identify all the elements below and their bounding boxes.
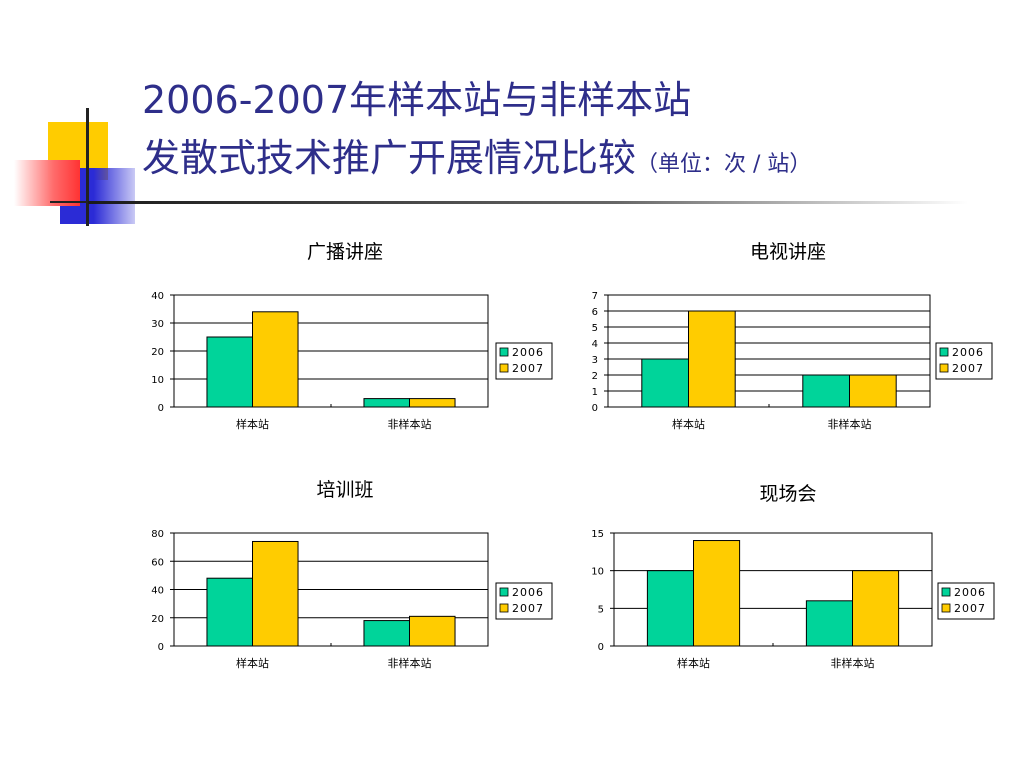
x-category-label: 样本站 bbox=[236, 417, 269, 431]
x-category-label: 样本站 bbox=[672, 417, 705, 431]
y-tick-label: 40 bbox=[151, 586, 164, 597]
y-tick-label: 60 bbox=[151, 557, 164, 568]
y-tick-label: 4 bbox=[592, 339, 598, 350]
y-tick-label: 20 bbox=[151, 614, 164, 625]
legend-label: 2007 bbox=[512, 362, 544, 375]
chart-title: 广播讲座 bbox=[307, 241, 383, 263]
bar-2007 bbox=[409, 615, 456, 647]
y-tick-label: 20 bbox=[151, 347, 164, 358]
x-category-label: 非样本站 bbox=[388, 656, 432, 670]
y-tick-label: 15 bbox=[591, 529, 604, 540]
y-tick-label: 10 bbox=[591, 567, 604, 578]
legend-label: 2006 bbox=[954, 586, 986, 599]
legend-swatch-2006 bbox=[499, 347, 509, 357]
legend-swatch-2007 bbox=[941, 603, 951, 613]
legend-swatch-2007 bbox=[499, 603, 509, 613]
bar-2006 bbox=[805, 600, 853, 647]
y-tick-label: 7 bbox=[592, 291, 598, 302]
legend-label: 2006 bbox=[952, 346, 984, 359]
bar-2006 bbox=[363, 398, 410, 408]
page-title-line1: 2006-2007年样本站与非样本站 bbox=[142, 78, 692, 122]
y-tick-label: 1 bbox=[592, 387, 598, 398]
chart-svg: 广播讲座 0 10 20 30 40 样本站 非样本站 2006 2007 bbox=[151, 241, 553, 431]
chart-tv-lecture: 电视讲座 0 1 2 3 4 5 6 7 样本站 非样本站 2006 2007 bbox=[578, 236, 1018, 446]
page-title-line2: 发散式技术推广开展情况比较（单位：次 / 站） bbox=[142, 134, 811, 189]
y-tick-label: 10 bbox=[151, 375, 164, 386]
bar-2007 bbox=[849, 374, 897, 408]
legend-label: 2007 bbox=[512, 602, 544, 615]
chart-svg: 现场会 0 5 10 15 样本站 非样本站 2006 2007 bbox=[591, 483, 995, 670]
y-tick-label: 30 bbox=[151, 319, 164, 330]
chart-field-meeting: 现场会 0 5 10 15 样本站 非样本站 2006 2007 bbox=[578, 474, 1018, 684]
legend: 2006 2007 bbox=[935, 342, 993, 380]
bar-2007 bbox=[852, 570, 900, 647]
chart-title: 电视讲座 bbox=[750, 241, 826, 263]
bar-2006 bbox=[363, 620, 410, 647]
legend-label: 2006 bbox=[512, 346, 544, 359]
legend-swatch-2006 bbox=[499, 587, 509, 597]
y-tick-label: 80 bbox=[151, 529, 164, 540]
y-tick-label: 5 bbox=[598, 604, 604, 615]
x-category-label: 样本站 bbox=[236, 656, 269, 670]
page-title-main: 发散式技术推广开展情况比较 bbox=[142, 136, 637, 180]
bar-2007 bbox=[688, 310, 736, 408]
legend-swatch-2006 bbox=[941, 587, 951, 597]
legend: 2006 2007 bbox=[937, 582, 995, 620]
legend-label: 2007 bbox=[952, 362, 984, 375]
y-tick-label: 3 bbox=[592, 355, 598, 366]
bar-2007 bbox=[409, 398, 456, 408]
bar-2007 bbox=[252, 540, 299, 647]
decor-red-square bbox=[14, 160, 80, 206]
bar-2006 bbox=[206, 577, 253, 647]
bar-2006 bbox=[646, 570, 694, 647]
y-tick-label: 0 bbox=[158, 642, 164, 653]
chart-title: 培训班 bbox=[316, 479, 373, 501]
legend-label: 2007 bbox=[954, 602, 986, 615]
legend: 2006 2007 bbox=[495, 342, 553, 380]
legend-label: 2006 bbox=[512, 586, 544, 599]
x-category-label: 非样本站 bbox=[388, 417, 432, 431]
y-tick-label: 6 bbox=[592, 307, 598, 318]
y-tick-label: 0 bbox=[158, 403, 164, 414]
y-tick-label: 2 bbox=[592, 371, 598, 382]
bar-2006 bbox=[802, 374, 850, 408]
y-tick-label: 0 bbox=[592, 403, 598, 414]
bar-2006 bbox=[206, 336, 253, 408]
bar-2006 bbox=[641, 358, 689, 408]
title-underline-rule bbox=[88, 201, 968, 204]
bar-2007 bbox=[252, 311, 299, 408]
chart-svg: 培训班 0 20 40 60 80 样本站 非样本站 2006 2007 bbox=[151, 479, 553, 670]
x-category-label: 非样本站 bbox=[828, 417, 872, 431]
legend-swatch-2006 bbox=[939, 347, 949, 357]
chart-svg: 电视讲座 0 1 2 3 4 5 6 7 样本站 非样本站 2006 2007 bbox=[592, 241, 993, 431]
y-tick-label: 0 bbox=[598, 642, 604, 653]
x-category-label: 样本站 bbox=[677, 656, 710, 670]
page-title-unit: （单位：次 / 站） bbox=[636, 152, 812, 177]
bar-2007 bbox=[693, 540, 741, 647]
chart-training-class: 培训班 0 20 40 60 80 样本站 非样本站 2006 2007 bbox=[140, 474, 580, 684]
y-tick-label: 5 bbox=[592, 323, 598, 334]
legend-swatch-2007 bbox=[499, 363, 509, 373]
y-tick-label: 40 bbox=[151, 291, 164, 302]
legend-swatch-2007 bbox=[939, 363, 949, 373]
chart-radio-lecture: 广播讲座 0 10 20 30 40 样本站 非样本站 2006 2007 bbox=[140, 236, 580, 446]
x-category-label: 非样本站 bbox=[831, 656, 875, 670]
decor-vertical-line bbox=[86, 108, 89, 226]
legend: 2006 2007 bbox=[495, 582, 553, 620]
chart-title: 现场会 bbox=[759, 483, 816, 505]
